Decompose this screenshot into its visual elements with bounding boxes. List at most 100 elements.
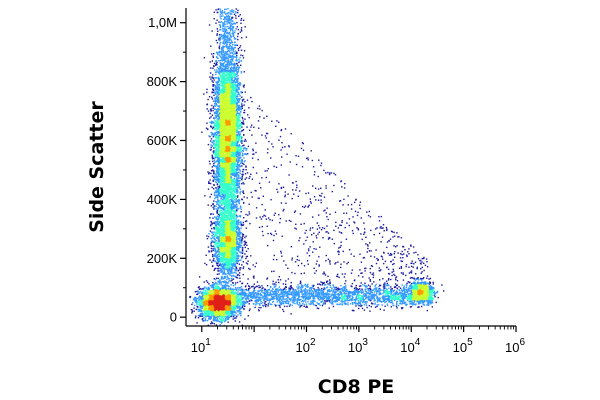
event-dot <box>232 113 234 115</box>
event-dot <box>225 133 227 135</box>
event-dot <box>212 151 214 153</box>
event-dot <box>243 134 245 136</box>
event-dot <box>251 124 253 126</box>
event-dot <box>237 123 239 125</box>
event-dot <box>218 93 220 95</box>
event-dot <box>233 156 236 158</box>
event-dot <box>216 155 219 157</box>
event-dot <box>237 83 239 85</box>
event-dot <box>228 178 231 181</box>
event-dot <box>234 81 236 84</box>
event-dot <box>230 178 232 180</box>
event-dot <box>237 171 239 174</box>
event-dot <box>240 139 242 142</box>
event-dot <box>213 193 216 196</box>
event-dot <box>212 172 215 175</box>
event-dot <box>239 124 241 127</box>
event-dot <box>237 183 239 185</box>
event-dot <box>242 129 245 131</box>
event-dot <box>235 151 238 153</box>
event-dot <box>229 153 232 156</box>
event-dot <box>211 144 213 147</box>
event-dot <box>228 191 230 193</box>
event-dot <box>212 109 214 112</box>
event-dot <box>216 91 219 93</box>
event-dot <box>222 194 225 196</box>
event-dot <box>236 108 238 110</box>
event-dot <box>209 182 212 185</box>
event-dot <box>212 134 214 136</box>
event-dot <box>232 81 234 83</box>
event-dot <box>233 205 235 207</box>
event-dot <box>214 178 216 180</box>
event-dot <box>235 175 237 178</box>
event-dot <box>241 126 243 128</box>
event-dot <box>218 83 221 86</box>
event-dot <box>251 134 253 136</box>
event-dot <box>227 178 230 180</box>
event-dot <box>217 77 219 79</box>
event-dot <box>217 81 220 84</box>
event-dot <box>233 104 235 106</box>
event-dot <box>216 145 219 147</box>
event-dot <box>211 175 214 177</box>
event-dot <box>220 51 223 53</box>
event-dot <box>232 88 235 91</box>
event-dot <box>228 85 231 87</box>
event-dot <box>227 84 230 87</box>
event-dot <box>218 144 221 146</box>
event-dot <box>214 143 217 145</box>
event-dot <box>213 91 216 93</box>
event-dot <box>236 173 239 175</box>
event-dot <box>238 131 241 133</box>
event-dot <box>218 170 220 172</box>
event-dot <box>219 178 221 180</box>
event-dot <box>211 132 213 135</box>
event-dot <box>233 124 236 126</box>
event-dot <box>224 178 226 181</box>
event-dot <box>238 83 241 85</box>
event-dot <box>235 85 237 88</box>
event-dot <box>217 97 219 99</box>
event-dot <box>229 131 231 133</box>
event-dot <box>220 167 222 169</box>
event-dot <box>210 144 212 146</box>
event-dot <box>213 52 215 55</box>
event-dot <box>215 112 217 114</box>
event-dot <box>216 188 219 191</box>
event-dot <box>219 91 221 93</box>
event-dot <box>241 130 243 132</box>
event-dot <box>240 131 242 133</box>
event-dot <box>230 125 232 127</box>
event-dot <box>231 69 234 72</box>
event-dot <box>217 141 219 143</box>
event-dot <box>221 154 223 156</box>
event-dot <box>235 113 238 116</box>
event-dot <box>237 208 240 210</box>
event-dot <box>238 183 241 185</box>
event-dot <box>236 129 239 132</box>
event-dot <box>222 125 224 128</box>
event-dot <box>225 134 228 136</box>
event-dot <box>242 162 244 165</box>
event-dot <box>206 88 208 91</box>
event-dot <box>213 176 215 179</box>
event-dot <box>233 145 235 147</box>
event-dot <box>209 149 212 151</box>
event-dot <box>212 74 214 76</box>
event-dot <box>236 186 238 189</box>
event-dot <box>219 107 221 109</box>
event-dot <box>232 202 234 204</box>
event-dot <box>232 31 234 33</box>
event-dot <box>235 103 238 105</box>
event-dot <box>215 151 218 153</box>
event-dot <box>222 170 224 172</box>
event-dot <box>215 124 218 126</box>
event-dot <box>220 171 222 173</box>
event-dot <box>239 139 241 141</box>
event-dot <box>233 108 236 110</box>
event-dot <box>234 120 236 123</box>
event-dot <box>230 193 232 195</box>
event-dot <box>225 174 227 177</box>
event-dot <box>228 43 231 46</box>
